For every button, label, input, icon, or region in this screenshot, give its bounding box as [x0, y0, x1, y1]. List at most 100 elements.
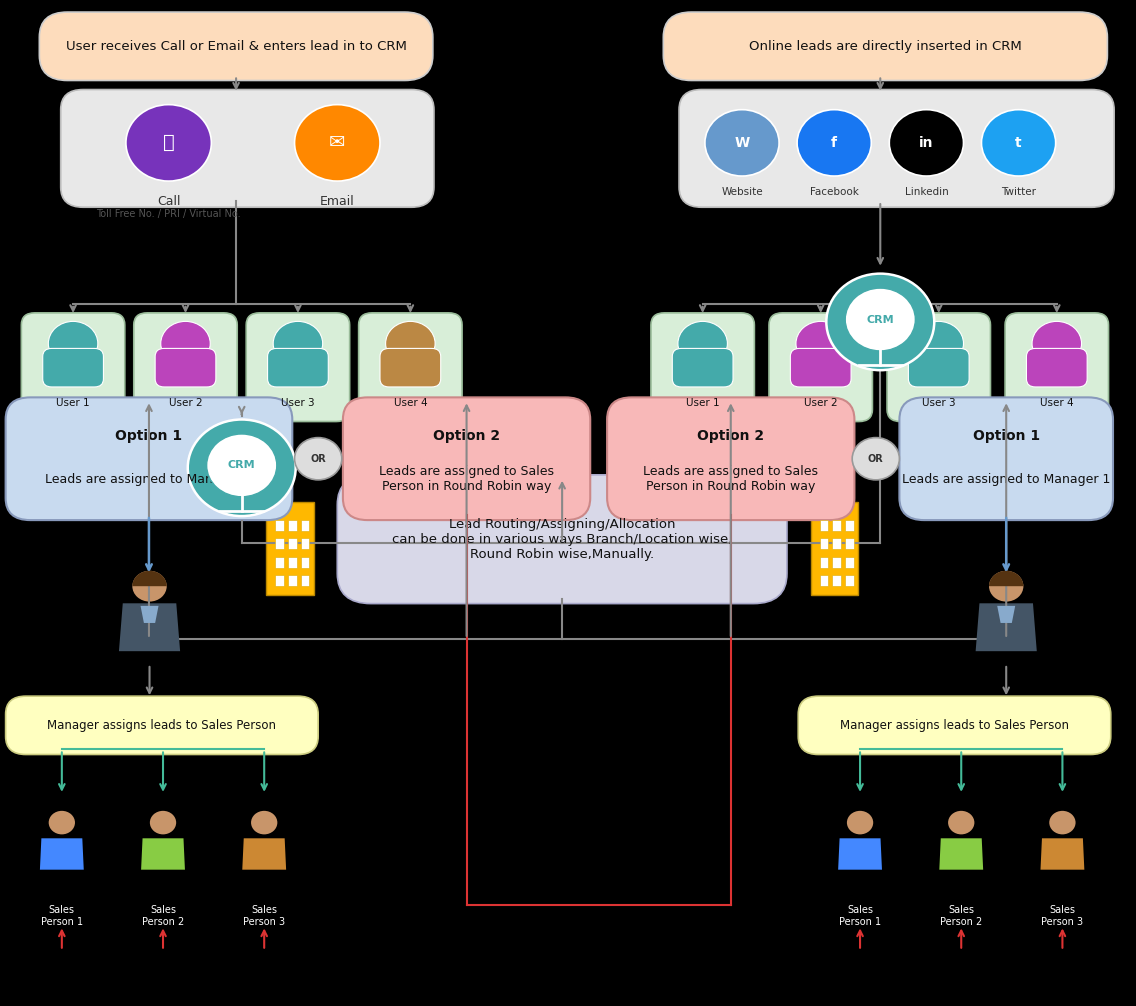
Text: Facebook: Facebook — [810, 187, 859, 197]
FancyBboxPatch shape — [267, 502, 314, 595]
Circle shape — [294, 438, 342, 480]
FancyBboxPatch shape — [887, 313, 991, 422]
Text: Option 2: Option 2 — [433, 430, 500, 444]
Polygon shape — [1041, 838, 1085, 869]
Bar — [845, 538, 853, 549]
Polygon shape — [838, 838, 882, 869]
Bar — [275, 556, 284, 567]
Text: Sales
Person 2: Sales Person 2 — [142, 905, 184, 927]
Text: User 3: User 3 — [281, 398, 315, 408]
Text: User 1: User 1 — [57, 398, 90, 408]
FancyBboxPatch shape — [811, 502, 858, 595]
Text: Leads are assigned to Sales
Person in Round Robin way: Leads are assigned to Sales Person in Ro… — [643, 465, 818, 493]
FancyBboxPatch shape — [909, 348, 969, 387]
Text: Lead Routing/Assigning/Allocation
can be done in various ways Branch/Location wi: Lead Routing/Assigning/Allocation can be… — [392, 518, 733, 560]
Bar — [275, 538, 284, 549]
FancyBboxPatch shape — [663, 12, 1108, 80]
FancyBboxPatch shape — [769, 313, 872, 422]
Text: User receives Call or Email & enters lead in to CRM: User receives Call or Email & enters lea… — [66, 40, 407, 52]
FancyBboxPatch shape — [791, 348, 851, 387]
Circle shape — [889, 110, 963, 176]
Circle shape — [294, 105, 381, 181]
Text: Manager assigns leads to Sales Person: Manager assigns leads to Sales Person — [840, 719, 1069, 731]
Bar — [289, 556, 296, 567]
Bar — [833, 519, 841, 531]
FancyBboxPatch shape — [799, 696, 1111, 754]
Circle shape — [150, 811, 176, 834]
FancyBboxPatch shape — [607, 397, 854, 520]
FancyBboxPatch shape — [40, 12, 433, 80]
Circle shape — [705, 110, 779, 176]
Text: in: in — [919, 136, 934, 150]
Circle shape — [989, 570, 1024, 602]
Wedge shape — [132, 570, 167, 586]
Circle shape — [852, 438, 900, 480]
Text: User 4: User 4 — [1039, 398, 1074, 408]
Text: Sales
Person 3: Sales Person 3 — [243, 905, 285, 927]
Text: Linkedin: Linkedin — [904, 187, 949, 197]
Bar — [819, 575, 828, 586]
Text: OR: OR — [310, 454, 326, 464]
Text: Option 1: Option 1 — [116, 430, 183, 444]
Bar — [301, 575, 309, 586]
Circle shape — [273, 321, 323, 365]
Text: f: f — [832, 136, 837, 150]
Circle shape — [826, 274, 934, 370]
Text: Website: Website — [721, 187, 762, 197]
Text: Option 2: Option 2 — [698, 430, 765, 444]
Circle shape — [1050, 811, 1076, 834]
Text: Call: Call — [157, 195, 181, 208]
Circle shape — [207, 434, 277, 497]
Bar — [301, 519, 309, 531]
Bar — [819, 519, 828, 531]
FancyBboxPatch shape — [679, 90, 1114, 207]
Text: OR: OR — [868, 454, 884, 464]
Text: Sales
Person 3: Sales Person 3 — [1042, 905, 1084, 927]
Bar — [845, 575, 853, 586]
FancyBboxPatch shape — [337, 475, 787, 604]
Circle shape — [49, 811, 75, 834]
FancyBboxPatch shape — [134, 313, 237, 422]
Polygon shape — [939, 838, 983, 869]
FancyBboxPatch shape — [1027, 348, 1087, 387]
Circle shape — [796, 321, 845, 365]
Bar — [275, 519, 284, 531]
Polygon shape — [119, 604, 181, 651]
Text: W: W — [734, 136, 750, 150]
Text: Option 1: Option 1 — [972, 430, 1039, 444]
Text: Manager assigns leads to Sales Person: Manager assigns leads to Sales Person — [48, 719, 276, 731]
Circle shape — [385, 321, 435, 365]
Circle shape — [1033, 321, 1081, 365]
Bar — [819, 556, 828, 567]
Circle shape — [797, 110, 871, 176]
Bar — [833, 538, 841, 549]
Text: CRM: CRM — [867, 315, 894, 325]
Bar — [275, 575, 284, 586]
Polygon shape — [242, 838, 286, 869]
FancyBboxPatch shape — [1005, 313, 1109, 422]
Bar — [301, 556, 309, 567]
FancyBboxPatch shape — [60, 90, 434, 207]
Circle shape — [914, 321, 963, 365]
Bar — [819, 538, 828, 549]
Bar — [845, 556, 853, 567]
Bar — [289, 538, 296, 549]
Circle shape — [126, 105, 211, 181]
FancyBboxPatch shape — [6, 696, 318, 754]
Circle shape — [845, 288, 916, 351]
FancyBboxPatch shape — [156, 348, 216, 387]
Circle shape — [161, 321, 210, 365]
Text: Leads are assigned to Manager 1: Leads are assigned to Manager 1 — [902, 473, 1110, 486]
FancyBboxPatch shape — [268, 348, 328, 387]
Polygon shape — [997, 606, 1016, 623]
FancyBboxPatch shape — [343, 397, 591, 520]
Bar — [833, 556, 841, 567]
Circle shape — [982, 110, 1055, 176]
FancyBboxPatch shape — [43, 348, 103, 387]
Text: User 2: User 2 — [168, 398, 202, 408]
Bar — [833, 575, 841, 586]
Text: Sales
Person 2: Sales Person 2 — [941, 905, 983, 927]
Text: Sales
Person 1: Sales Person 1 — [41, 905, 83, 927]
Circle shape — [847, 811, 874, 834]
FancyBboxPatch shape — [651, 313, 754, 422]
